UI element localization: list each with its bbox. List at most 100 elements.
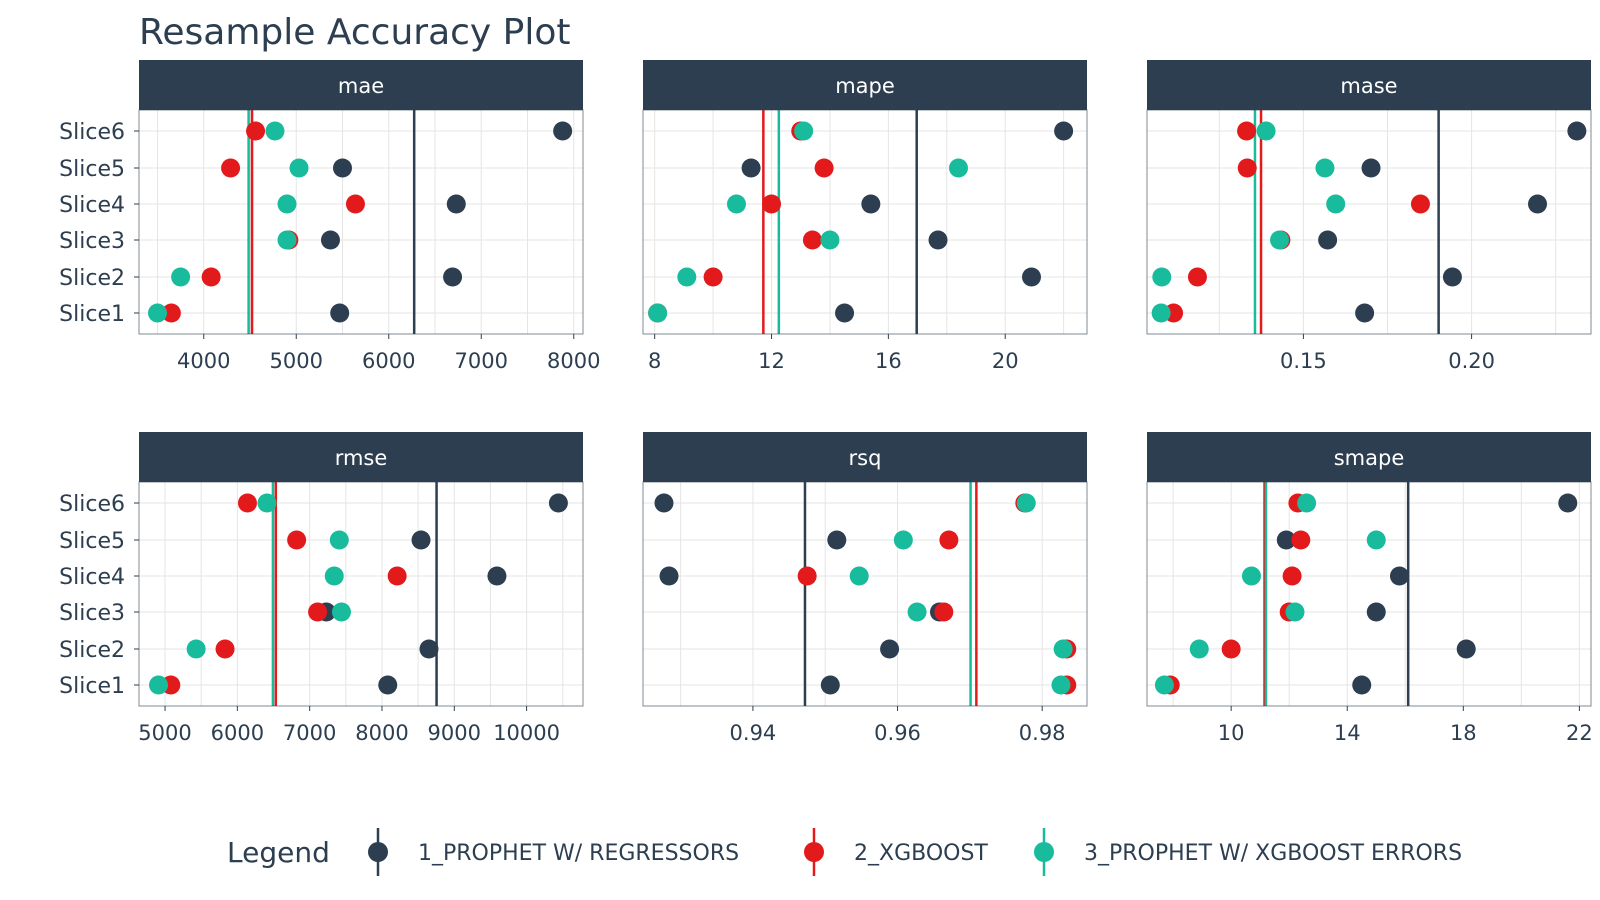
- x-tick-label: 10000: [493, 721, 560, 745]
- data-point: [1366, 602, 1386, 622]
- x-tick-label: 10: [1218, 721, 1245, 745]
- data-point: [814, 158, 834, 178]
- data-point: [1567, 121, 1587, 141]
- panel-background: [1147, 110, 1591, 334]
- legend-entry: 1_PROPHET W/ REGRESSORS: [368, 828, 739, 876]
- data-point: [237, 493, 257, 513]
- data-point: [277, 230, 297, 250]
- x-tick-label: 16: [875, 349, 902, 373]
- facet-strip: [643, 432, 1087, 482]
- data-point: [1361, 158, 1381, 178]
- x-tick-label: 9000: [428, 721, 481, 745]
- data-point: [1237, 121, 1257, 141]
- legend-entry: 2_XGBOOST: [804, 828, 988, 876]
- y-tick-label: Slice5: [59, 529, 125, 554]
- data-point: [387, 566, 407, 586]
- data-point: [794, 121, 814, 141]
- legend-label: 2_XGBOOST: [854, 841, 988, 866]
- x-tick-label: 7000: [283, 721, 336, 745]
- facet-strip-label: mase: [1340, 74, 1397, 98]
- data-point: [1053, 639, 1073, 659]
- x-tick-label: 8000: [355, 721, 408, 745]
- panel-border: [1146, 481, 1592, 707]
- data-point: [1297, 493, 1317, 513]
- data-point: [835, 303, 855, 323]
- y-tick-label: Slice5: [59, 157, 125, 182]
- data-point: [928, 230, 948, 250]
- facet-strip-label: rmse: [335, 446, 388, 470]
- data-point: [487, 566, 507, 586]
- facet-mape: mape 8 12 16 20: [642, 60, 1088, 373]
- facet-strip: [643, 60, 1087, 110]
- facet-strip: [139, 60, 583, 110]
- y-tick-label: Slice3: [59, 229, 125, 254]
- x-tick-label: 0.15: [1280, 349, 1327, 373]
- facet-strip-label: mape: [835, 74, 895, 98]
- data-point: [726, 194, 746, 214]
- panel-background: [139, 482, 583, 706]
- data-point: [308, 602, 328, 622]
- facet-rmse: rmse 5000 6000 7000 8000 9000 10000 Slice6 Slice…: [59, 432, 584, 745]
- data-point: [659, 566, 679, 586]
- legend-point-key: [368, 842, 388, 862]
- legend-title: Legend: [227, 836, 330, 869]
- data-point: [1291, 530, 1311, 550]
- facet-strip-label: smape: [1334, 446, 1405, 470]
- x-tick-label: 8: [648, 349, 661, 373]
- data-point: [419, 639, 439, 659]
- x-tick-label: 8000: [547, 349, 600, 373]
- y-tick-label: Slice4: [59, 565, 125, 590]
- data-point: [443, 267, 463, 287]
- data-point: [1326, 194, 1346, 214]
- data-point: [1152, 267, 1172, 287]
- data-point: [1442, 267, 1462, 287]
- data-point: [330, 303, 350, 323]
- x-tick-label: 0.20: [1448, 349, 1495, 373]
- y-tick-label: Slice6: [59, 120, 125, 145]
- data-point: [287, 530, 307, 550]
- chart-title: Resample Accuracy Plot: [139, 12, 571, 53]
- data-point: [1389, 566, 1409, 586]
- facet-strip: [139, 432, 583, 482]
- data-point: [246, 121, 266, 141]
- panel-border: [1146, 109, 1592, 335]
- data-point: [1352, 675, 1372, 695]
- data-point: [329, 530, 349, 550]
- data-point: [1054, 121, 1074, 141]
- y-tick-label: Slice3: [59, 601, 125, 626]
- data-point: [149, 675, 169, 695]
- data-point: [648, 303, 668, 323]
- x-tick-label: 4000: [177, 349, 230, 373]
- data-point: [1237, 158, 1257, 178]
- data-point: [654, 493, 674, 513]
- data-point: [802, 230, 822, 250]
- data-point: [827, 530, 847, 550]
- data-point: [446, 194, 466, 214]
- data-point: [1189, 639, 1209, 659]
- data-point: [762, 194, 782, 214]
- x-tick-label: 6000: [211, 721, 264, 745]
- facet-rsq: rsq 0.94 0.96 0.98: [642, 432, 1088, 745]
- facet-smape: smape 10 14 18 22: [1146, 432, 1593, 745]
- data-point: [148, 303, 167, 323]
- data-point: [880, 639, 900, 659]
- data-point: [1016, 493, 1036, 513]
- y-tick-label: Slice1: [59, 302, 125, 327]
- data-point: [324, 566, 344, 586]
- data-point: [1187, 267, 1207, 287]
- data-point: [1221, 639, 1241, 659]
- y-tick-label: Slice2: [59, 266, 125, 291]
- data-point: [265, 121, 285, 141]
- x-tick-label: 20: [992, 349, 1019, 373]
- y-tick-label: Slice4: [59, 193, 125, 218]
- data-point: [849, 566, 869, 586]
- x-tick-label: 5000: [270, 349, 323, 373]
- data-point: [1528, 194, 1548, 214]
- x-tick-label: 18: [1450, 721, 1477, 745]
- facet-mae: mae 4000 5000 6000 7000 8000 Slice6 Slice5 Slice…: [59, 60, 600, 373]
- data-point: [186, 639, 206, 659]
- panel-background: [1147, 482, 1591, 706]
- data-point: [1456, 639, 1476, 659]
- y-tick-label: Slice6: [59, 492, 125, 517]
